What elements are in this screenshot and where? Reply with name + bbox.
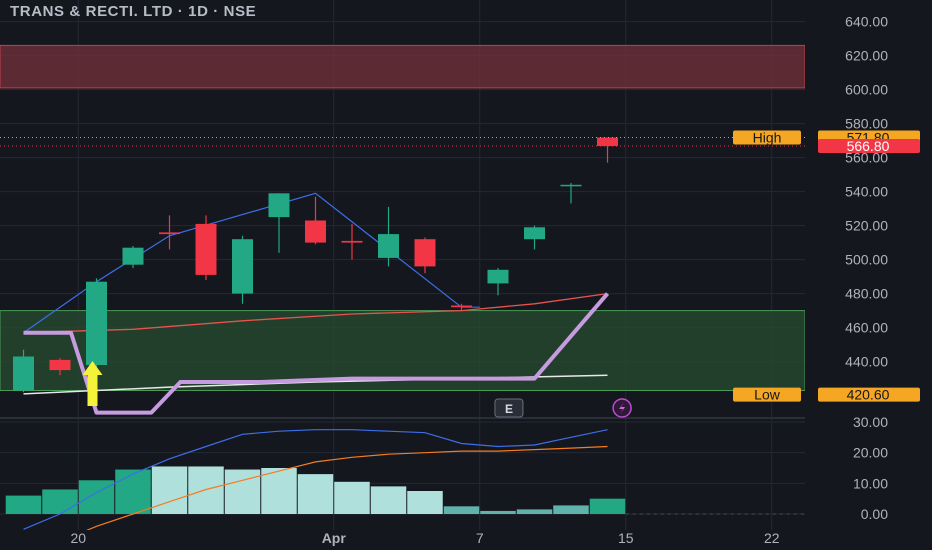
candle-body bbox=[195, 223, 217, 275]
candle-body bbox=[560, 184, 582, 187]
histogram-bar bbox=[443, 506, 480, 514]
price-axis bbox=[805, 0, 932, 550]
y-tick-label: 10.00 bbox=[853, 475, 888, 491]
candle bbox=[232, 235, 253, 304]
candle-body bbox=[159, 232, 180, 235]
candle bbox=[49, 358, 71, 376]
candle bbox=[86, 278, 107, 367]
candle bbox=[378, 206, 399, 267]
candle bbox=[341, 223, 363, 260]
earnings-icon bbox=[494, 398, 524, 418]
price-label-tag bbox=[733, 387, 801, 402]
indicator-line-blue bbox=[23, 429, 608, 530]
histogram-bar bbox=[224, 469, 261, 514]
histogram-bar bbox=[480, 510, 516, 514]
price-value-tag bbox=[818, 387, 920, 402]
y-tick-label: 20.00 bbox=[853, 445, 888, 461]
histogram-bar bbox=[553, 505, 589, 514]
x-tick-label: 22 bbox=[764, 530, 780, 546]
candle bbox=[560, 183, 582, 204]
histogram-bar bbox=[370, 486, 407, 514]
candle-body bbox=[451, 305, 472, 308]
resistance-zone bbox=[0, 44, 806, 89]
histogram-bar bbox=[5, 495, 42, 514]
candle bbox=[414, 237, 436, 274]
candle bbox=[268, 193, 290, 253]
histogram-bar bbox=[516, 509, 553, 514]
candle-body bbox=[487, 269, 509, 284]
candle-body bbox=[414, 239, 436, 267]
candle-body bbox=[122, 247, 144, 265]
price-value-tag bbox=[818, 139, 920, 154]
candle bbox=[524, 225, 545, 250]
candle bbox=[195, 215, 217, 280]
x-tick-label: Apr bbox=[322, 530, 347, 546]
candle-body bbox=[341, 240, 363, 243]
candle-body bbox=[49, 359, 71, 371]
y-tick-label: 520.00 bbox=[845, 218, 888, 234]
price-value-text: 566.80 bbox=[847, 138, 890, 154]
y-tick-label: 30.00 bbox=[853, 414, 888, 430]
candle-body bbox=[378, 234, 399, 258]
y-tick-label: 0.00 bbox=[861, 506, 888, 522]
candle-body bbox=[268, 193, 290, 218]
candle-body bbox=[597, 137, 618, 147]
y-tick-label: 620.00 bbox=[845, 48, 888, 64]
histogram-bar bbox=[188, 466, 224, 514]
x-tick-label: 15 bbox=[618, 530, 634, 546]
candle bbox=[597, 137, 618, 163]
candle bbox=[451, 303, 472, 311]
indicator-line-orange bbox=[86, 445, 608, 530]
price-label-text: High bbox=[753, 130, 782, 146]
histogram-bar bbox=[78, 480, 115, 514]
histogram-bar bbox=[407, 491, 443, 514]
earnings-label: E bbox=[505, 402, 513, 416]
histogram-bar bbox=[297, 474, 334, 514]
histogram-bar bbox=[589, 498, 626, 514]
x-tick-label: 7 bbox=[476, 530, 484, 546]
candle bbox=[13, 349, 34, 393]
price-value-text: 420.60 bbox=[847, 387, 890, 403]
up-arrow-icon bbox=[82, 361, 103, 406]
y-tick-label: 560.00 bbox=[845, 150, 888, 166]
price-label-tag bbox=[733, 130, 801, 145]
candle-body bbox=[86, 281, 107, 365]
candle bbox=[159, 215, 180, 250]
supertrend-line bbox=[23, 292, 610, 415]
histogram-bar bbox=[115, 469, 151, 514]
candle-body bbox=[13, 356, 34, 391]
y-tick-label: 540.00 bbox=[845, 184, 888, 200]
histogram-bar bbox=[334, 481, 370, 514]
y-tick-label: 500.00 bbox=[845, 252, 888, 268]
candle bbox=[487, 268, 509, 296]
candle-body bbox=[305, 220, 326, 243]
y-tick-label: 480.00 bbox=[845, 286, 888, 302]
ema-line bbox=[23, 292, 608, 334]
histogram-bar bbox=[151, 466, 188, 514]
candle bbox=[122, 246, 144, 269]
candle-body bbox=[232, 239, 253, 294]
histogram-bar bbox=[261, 468, 297, 514]
y-tick-label: 580.00 bbox=[845, 116, 888, 132]
y-tick-label: 600.00 bbox=[845, 82, 888, 98]
y-tick-label: 460.00 bbox=[845, 320, 888, 336]
candle-body bbox=[524, 227, 545, 240]
lightning-icon bbox=[619, 402, 626, 414]
histogram-bar bbox=[42, 489, 78, 514]
candle bbox=[305, 196, 326, 245]
y-tick-label: 440.00 bbox=[845, 354, 888, 370]
y-tick-label: 640.00 bbox=[845, 14, 888, 30]
chart-title: TRANS & RECTI. LTD · 1D · NSE bbox=[10, 3, 257, 20]
price-label-text: Low bbox=[754, 387, 781, 403]
x-tick-label: 20 bbox=[70, 530, 86, 546]
